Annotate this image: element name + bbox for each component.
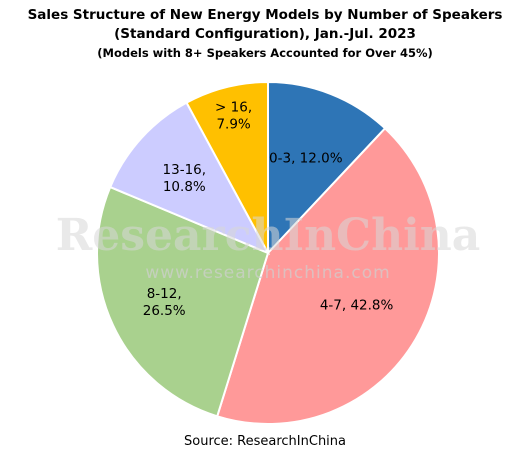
slice-label-4-7: 4-7, 42.8% — [320, 298, 394, 314]
slice-labels: 0-3, 12.0% 4-7, 42.8% 8-12, 26.5% 13-16, 10.8… — [143, 100, 394, 319]
slice-label-0-3: 0-3, 12.0% — [269, 151, 343, 167]
chart-title-line-1: Sales Structure of New Energy Models by … — [27, 7, 503, 23]
watermark: ResearchInChina www.researchinchina.com — [56, 210, 481, 283]
pie-slice-8-12 — [96, 185, 270, 418]
slice-label-16: > 16, 7.9% — [215, 100, 252, 133]
pie-slice-0-3 — [267, 80, 387, 256]
slice-label-8-12: 8-12, 26.5% — [143, 286, 186, 319]
slice-label-13-16: 13-16, 10.8% — [163, 162, 207, 195]
chart-title-block: Sales Structure of New Energy Models by … — [0, 6, 530, 61]
pie-slices — [96, 80, 440, 425]
pie-slice-16 — [185, 80, 269, 254]
chart-title-line-2: (Standard Configuration), Jan.-Jul. 2023 — [114, 26, 416, 42]
pie-slice-4-7 — [215, 126, 440, 425]
pie-slice-13-16 — [108, 101, 271, 256]
watermark-brand: ResearchInChina — [56, 210, 481, 261]
chart-subtitle: (Models with 8+ Speakers Accounted for O… — [97, 46, 433, 60]
watermark-url: www.researchinchina.com — [145, 263, 390, 283]
source-note: Source: ResearchInChina — [184, 434, 346, 449]
